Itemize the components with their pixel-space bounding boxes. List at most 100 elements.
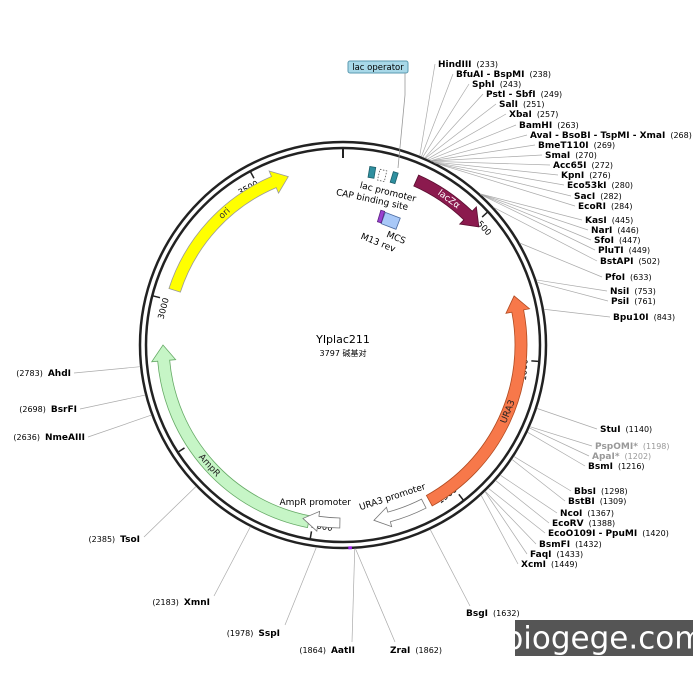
site-label: (1978) SspI [227, 629, 280, 639]
site-name: SphI [472, 80, 495, 90]
site-label: EcoO109I - PpuMI (1420) [548, 529, 669, 539]
site-leader [355, 548, 396, 643]
site-name: AatII [331, 646, 355, 656]
site-name: BsgI [466, 609, 488, 619]
site-position: (761) [634, 297, 656, 306]
ruler-tick [178, 447, 185, 453]
site-name: SfoI [594, 236, 614, 246]
site-position: (1388) [589, 519, 616, 528]
site-position: (233) [477, 60, 499, 69]
site-label: StuI (1140) [600, 425, 652, 435]
site-leader [79, 394, 146, 410]
site-leader [430, 144, 536, 162]
site-leader [424, 93, 484, 159]
site-label: PspOMI* (1198) [595, 442, 670, 452]
site-leader [419, 63, 436, 157]
site-position: (445) [612, 216, 634, 225]
site-label: FaqI (1433) [530, 550, 583, 560]
site-position: (446) [617, 226, 639, 235]
site-label: SacI (282) [574, 192, 622, 202]
site-position: (1367) [587, 509, 614, 518]
site-name: PfoI [605, 273, 625, 283]
site-name: StuI [600, 425, 621, 435]
site-leader [431, 154, 543, 162]
site-name: Eco53kI [567, 181, 607, 191]
site-name: NarI [591, 226, 612, 236]
site-label: NcoI (1367) [560, 509, 614, 519]
site-name: KpnI [561, 171, 584, 181]
m13rev-mark [376, 209, 386, 224]
site-name: AvaI - BsoBI - TspMI - XmaI [530, 131, 665, 141]
site-position: (282) [600, 192, 622, 201]
site-leader [511, 459, 566, 502]
site-name: EcoO109I - PpuMI [548, 529, 637, 539]
site-label: BsgI (1632) [466, 609, 520, 619]
site-name: SacI [574, 192, 595, 202]
site-position: (268) [670, 131, 692, 140]
site-name: BamHI [519, 121, 552, 131]
site-label: HindIII (233) [438, 60, 498, 70]
site-name: NsiI [610, 287, 629, 297]
site-name: AhdI [48, 369, 71, 379]
site-label: PluTI (449) [598, 246, 650, 256]
ruler-tick [458, 493, 464, 501]
ampr-arrow [150, 344, 311, 529]
site-leader [543, 308, 611, 318]
site-position: (280) [612, 181, 634, 190]
site-leader [428, 124, 517, 161]
site-name: BstBI [568, 497, 595, 507]
site-label: PstI - SbfI (249) [486, 90, 562, 100]
site-label: EcoRV (1388) [552, 519, 615, 529]
site-position: (1862) [415, 646, 442, 655]
site-label: BmeT110I (269) [538, 141, 615, 151]
site-label: BsmI (1216) [588, 462, 645, 472]
ruler-tick [153, 295, 161, 299]
site-name: ZraI [390, 646, 410, 656]
lac-operator-leader [397, 73, 406, 169]
site-name: XcmI [521, 560, 546, 570]
site-leader [519, 242, 603, 278]
site-position: (2783) [16, 369, 43, 378]
site-label: SfoI (447) [594, 236, 640, 246]
site-name: SspI [258, 629, 280, 639]
mcs-mark [380, 211, 401, 230]
site-leader [73, 366, 141, 374]
site-leader [499, 474, 558, 514]
site-name: ApaI* [592, 452, 620, 462]
site-name: XmnI [184, 598, 210, 608]
site-position: (249) [541, 90, 563, 99]
site-position: (1449) [551, 560, 578, 569]
site-name: HindIII [438, 60, 472, 70]
watermark-box [515, 620, 693, 656]
site-label: EcoRI (284) [578, 202, 632, 212]
ampr-promoter-label: AmpR promoter [279, 498, 351, 508]
lac-operator-box [347, 60, 409, 74]
site-name: PsiI [611, 297, 629, 307]
site-leader [529, 426, 593, 447]
site-label: NarI (446) [591, 226, 639, 236]
site-name: BsmFI [539, 540, 570, 550]
site-label: BstBI (1309) [568, 497, 626, 507]
site-name: BsmI [588, 462, 613, 472]
site-name: PspOMI* [595, 442, 638, 452]
site-position: (243) [500, 80, 522, 89]
site-leader [430, 134, 528, 162]
site-leader [480, 194, 596, 251]
lacza-arrow [413, 174, 480, 228]
site-name: KasI [585, 216, 607, 226]
site-name: EcoRI [578, 202, 606, 212]
ura3-arrow [425, 295, 531, 507]
site-label: Eco53kI (280) [567, 181, 633, 191]
site-leader [480, 194, 592, 241]
site-position: (238) [529, 70, 551, 79]
site-position: (2183) [152, 598, 179, 607]
site-label: (2698) BsrFI [19, 405, 77, 415]
ruler-tick [531, 360, 539, 363]
site-position: (447) [619, 236, 641, 245]
site-name: SalI [499, 100, 518, 110]
site-leader [351, 548, 356, 643]
site-position: (251) [523, 100, 545, 109]
lac-promoter-mark [377, 168, 388, 183]
site-name: NcoI [560, 509, 582, 519]
